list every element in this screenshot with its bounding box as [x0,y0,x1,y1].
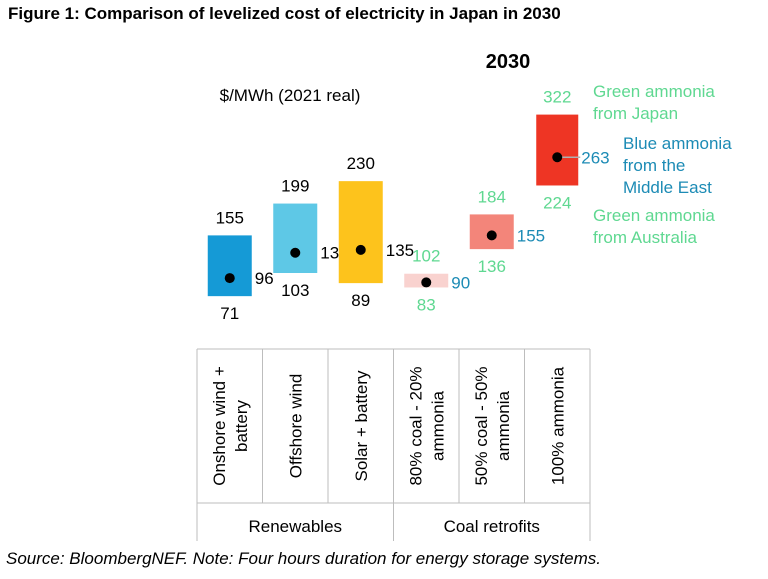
midpoint-marker [421,277,432,288]
annotation-low-label: Green ammonia from Australia [593,206,715,247]
high-value-label: 155 [216,208,244,227]
mid-value-label: 155 [517,226,545,245]
range-bar [207,235,252,297]
range-bar [536,114,579,186]
mid-value-label: 96 [255,269,274,288]
midpoint-marker [290,247,301,258]
midpoint-marker [552,152,563,163]
chart-title: 2030 [486,51,531,73]
low-value-label: 71 [220,304,239,323]
high-value-label: 322 [543,88,571,107]
category-label: Solar + battery [352,370,371,482]
category-label: Offshore wind [286,374,305,479]
high-value-label: 230 [347,154,375,173]
midpoint-marker [224,273,235,284]
y-axis-unit-label: $/MWh (2021 real) [220,86,361,105]
high-value-label: 199 [281,177,309,196]
mid-value-label: 263 [581,148,609,167]
range-bar [338,181,383,284]
high-value-label: 184 [478,187,506,206]
range-bar [273,203,318,274]
figure-title: Figure 1: Comparison of levelized cost o… [8,4,561,23]
low-value-label: 103 [281,281,309,300]
mid-value-label: 135 [386,241,414,260]
category-group-label: Renewables [248,517,342,536]
high-value-label: 102 [412,247,440,266]
midpoint-marker [486,230,497,241]
category-label: 50% coal - 50% ammonia [472,366,513,485]
annotation-high-label: Green ammonia from Japan [593,82,715,123]
mid-value-label: 90 [451,273,470,292]
category-label: 80% coal - 20% ammonia [406,366,447,485]
low-value-label: 224 [543,193,571,212]
low-value-label: 83 [417,295,436,314]
category-label: Onshore wind + battery [210,366,251,486]
annotation-mid-label: Blue ammonia from the Middle East [623,134,732,197]
lcoe-chart: 2030 $/MWh (2021 real) 15571961991031312… [196,51,732,541]
category-group-label: Coal retrofits [444,517,540,536]
low-value-label: 89 [351,291,370,310]
low-value-label: 136 [478,257,506,276]
category-label: 100% ammonia [548,366,567,485]
midpoint-marker [355,244,366,255]
figure-source-note: Source: BloombergNEF. Note: Four hours d… [6,549,601,568]
